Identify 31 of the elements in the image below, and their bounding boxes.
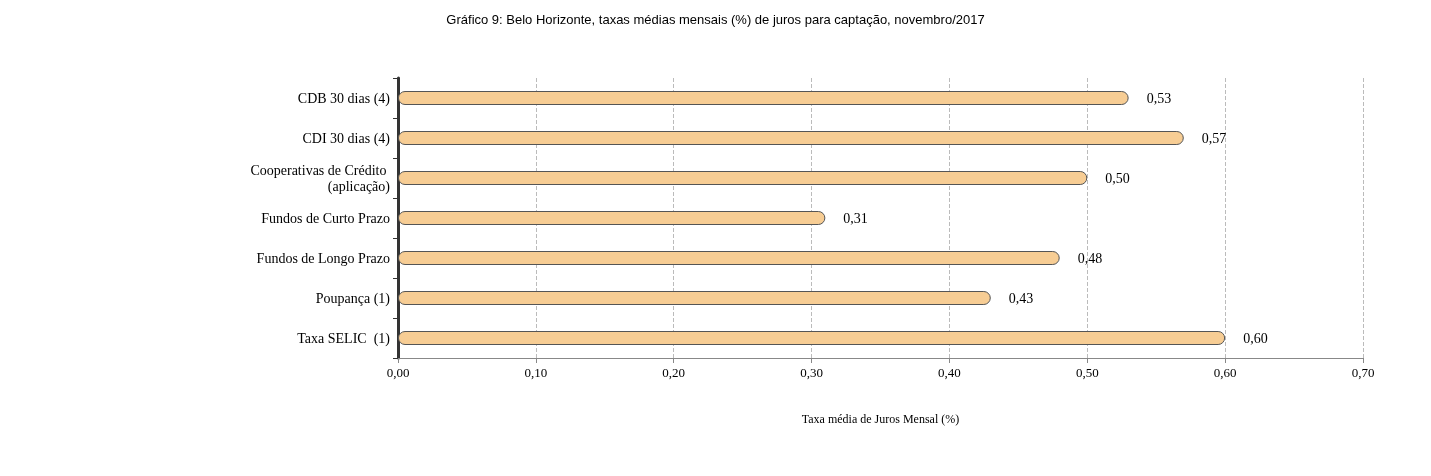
chart-title: Gráfico 9: Belo Horizonte, taxas médias mensais (%) de juros para captação, novembro/2017 — [446, 12, 985, 27]
x-tick-label: 0,10 — [524, 365, 548, 380]
y-tick-label: Fundos de Curto Prazo — [261, 210, 390, 226]
x-tick-label: 0,20 — [662, 365, 686, 380]
bar — [398, 331, 1226, 345]
bar — [398, 171, 1088, 185]
y-tick-label: Cooperativas de Crédito (aplicação) — [250, 162, 391, 195]
y-tick-label: Fundos de Longo Prazo — [256, 250, 390, 266]
bar — [398, 211, 826, 225]
bar — [398, 91, 1129, 105]
x-tick-label: 0,30 — [800, 365, 823, 380]
data-label: 0,57 — [1201, 130, 1227, 146]
x-tick-label: 0,70 — [1351, 365, 1375, 380]
data-label: 0,53 — [1146, 90, 1172, 106]
x-tick-label: 0,40 — [938, 365, 961, 380]
x-tick-label: 0,50 — [1075, 365, 1099, 380]
y-tick-label: Poupança (1) — [315, 290, 391, 307]
x-tick-label: 0,60 — [1213, 365, 1237, 380]
x-tick-label: 0,00 — [386, 365, 410, 380]
x-axis-title: Taxa média de Juros Mensal (%) — [801, 412, 960, 426]
bar — [398, 131, 1184, 145]
data-label: 0,31 — [843, 210, 868, 226]
y-tick-label: CDI 30 dias (4) — [302, 130, 391, 147]
data-label: 0,60 — [1243, 330, 1268, 346]
data-label: 0,43 — [1008, 290, 1034, 306]
bar — [398, 291, 991, 305]
data-label: 0,50 — [1105, 170, 1130, 186]
y-tick-label: Taxa SELIC (1) — [297, 330, 391, 347]
bar — [398, 251, 1060, 265]
data-label: 0,48 — [1077, 250, 1103, 266]
y-tick-label: CDB 30 dias (4) — [297, 90, 391, 107]
